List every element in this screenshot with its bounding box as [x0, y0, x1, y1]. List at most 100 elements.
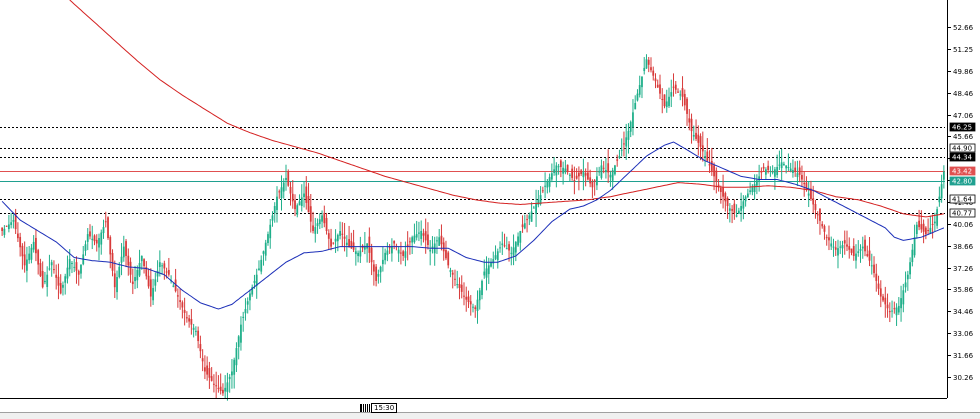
candle-body-400	[902, 290, 905, 305]
candle-body-20	[46, 274, 49, 287]
candle-body-388	[875, 273, 878, 281]
candle-body-214	[483, 271, 486, 276]
candle-body-269	[607, 163, 610, 173]
candle-body-247	[557, 166, 560, 168]
candle-body-15	[35, 237, 37, 254]
candle-body-199	[449, 270, 452, 273]
candle-body-396	[893, 308, 896, 310]
candle-body-346	[780, 162, 783, 169]
candle-body-30	[68, 259, 71, 270]
candle-body-74	[167, 269, 170, 275]
candle-body-110	[249, 293, 251, 301]
candle-body-230	[519, 230, 522, 243]
candle-body-418	[942, 171, 945, 180]
candle-body-313	[706, 151, 709, 161]
candle-body-397	[895, 307, 898, 316]
candle-body-92	[208, 368, 211, 378]
candle-body-322	[726, 198, 729, 207]
candle-body-144	[325, 217, 328, 231]
candle-body-112	[253, 280, 256, 283]
candle-body-83	[188, 318, 191, 322]
candle-body-323	[728, 208, 731, 211]
candle-body-394	[888, 311, 891, 313]
candle-body-220	[496, 251, 499, 261]
candle-body-153	[345, 242, 348, 246]
y-tick-label-11: 37.26	[953, 265, 974, 273]
candle-body-380	[857, 251, 860, 253]
bottom-scrollbar[interactable]	[0, 412, 980, 419]
candle-body-57	[129, 261, 132, 275]
candle-body-187	[422, 233, 425, 236]
candle-body-53	[120, 256, 123, 263]
candle-body-287	[647, 59, 650, 65]
candle-body-206	[465, 296, 468, 300]
candle-body-151	[341, 233, 344, 235]
candle-body-266	[600, 165, 603, 178]
candle-body-343	[773, 169, 776, 177]
candle-body-290	[654, 78, 657, 82]
candle-body-122	[276, 196, 278, 211]
candle-body-402	[906, 274, 909, 280]
candle-body-170	[384, 252, 387, 261]
level-tag-4	[949, 176, 976, 186]
candle-body-56	[127, 255, 130, 266]
candle-body-35	[80, 264, 82, 274]
candle-body-190	[429, 249, 432, 252]
candle-body-332	[749, 190, 752, 192]
candle-body-236	[532, 207, 535, 209]
candle-body-338	[762, 166, 765, 169]
candle-body-58	[131, 281, 134, 285]
candle-body-411	[927, 230, 930, 232]
candle-body-91	[206, 365, 209, 375]
candle-body-350	[789, 168, 792, 172]
candle-body-404	[911, 249, 914, 263]
candle-body-94	[213, 383, 215, 385]
candle-body-353	[796, 173, 799, 178]
candle-body-143	[323, 212, 326, 224]
candle-body-243	[548, 177, 551, 187]
level-tag-1	[949, 143, 976, 153]
candle-body-156	[352, 242, 355, 250]
candle-body-121	[273, 206, 276, 214]
candle-body-124	[280, 187, 283, 199]
candle-body-196	[442, 242, 445, 252]
time-cursor[interactable]: 15:30	[360, 403, 398, 413]
candle-body-403	[909, 262, 911, 275]
candle-body-14	[32, 241, 35, 250]
candle-body-40	[91, 238, 94, 241]
candle-body-179	[404, 251, 407, 258]
candle-body-103	[233, 359, 236, 375]
candle-body-356	[803, 183, 806, 185]
candle-body-231	[521, 224, 524, 228]
candle-body-284	[641, 76, 643, 88]
candle-body-172	[388, 246, 391, 249]
grip-icon[interactable]	[360, 404, 370, 412]
candle-body-278	[627, 131, 630, 140]
candle-body-93	[210, 376, 213, 381]
y-tick-label-12: 35.86	[953, 286, 974, 294]
candle-body-132	[298, 201, 301, 206]
candle-body-282	[636, 93, 639, 101]
candle-body-168	[379, 266, 382, 273]
candle-body-22	[50, 262, 53, 266]
candle-body-70	[158, 262, 161, 268]
candle-body-229	[517, 236, 519, 246]
level-tag-label-3: 43.42	[952, 168, 972, 176]
candle-body-211	[476, 299, 479, 312]
candle-body-329	[742, 201, 745, 209]
candle-body-379	[855, 253, 857, 261]
candle-body-300	[677, 91, 679, 93]
candle-body-145	[327, 233, 330, 239]
candle-body-335	[755, 180, 758, 186]
candle-body-163	[368, 236, 371, 253]
candle-body-256	[577, 172, 580, 177]
candle-body-375	[846, 244, 848, 247]
candle-body-61	[138, 262, 141, 276]
candle-body-341	[769, 170, 772, 172]
candle-body-115	[260, 259, 263, 272]
candle-body-2	[5, 225, 8, 227]
candle-body-320	[722, 187, 724, 197]
candle-body-288	[650, 67, 652, 71]
candle-body-184	[415, 234, 418, 238]
